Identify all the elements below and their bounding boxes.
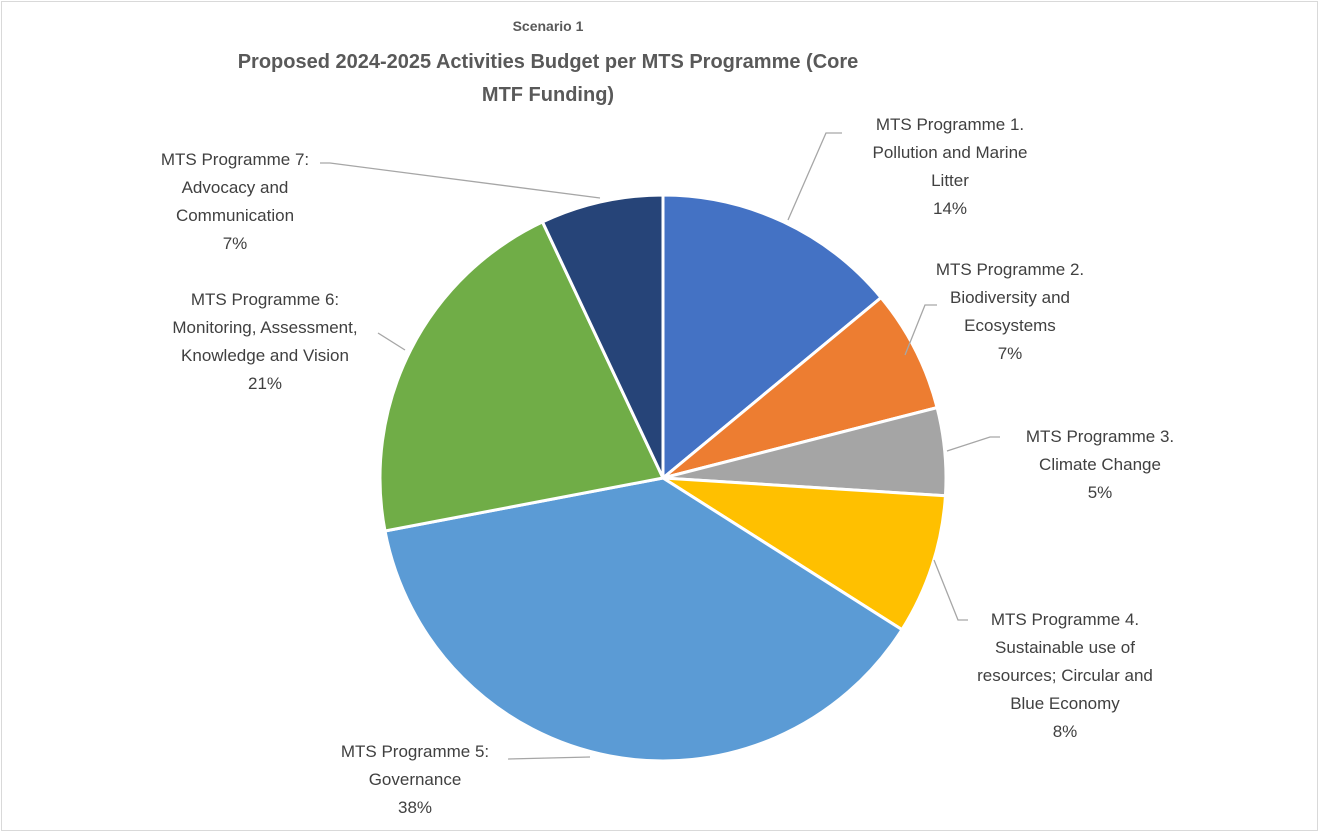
leader-line (507, 756, 591, 760)
pie-slice (378, 219, 666, 533)
pie-slice (540, 193, 665, 479)
label-name: MTS Programme 5: Governance (340, 742, 490, 789)
data-label: MTS Programme 1. Pollution and Marine Li… (855, 111, 1045, 223)
leader-line (904, 304, 937, 356)
data-label: MTS Programme 3. Climate Change 5% (1015, 423, 1185, 507)
leader-line (933, 559, 968, 621)
label-value: 7% (997, 344, 1023, 363)
data-label: MTS Programme 5: Governance 38% (330, 738, 500, 822)
label-name: MTS Programme 4. Sustainable use of reso… (977, 610, 1153, 713)
data-label: MTS Programme 6: Monitoring, Assessment,… (165, 286, 365, 398)
label-name: MTS Programme 3. Climate Change (1025, 427, 1175, 474)
label-value: 38% (397, 798, 433, 817)
label-name: MTS Programme 2. Biodiversity and Ecosys… (935, 260, 1085, 335)
chart-subtitle: Scenario 1 (512, 18, 584, 34)
leader-line (787, 132, 842, 221)
leader-line (320, 162, 601, 199)
data-label: MTS Programme 7: Advocacy and Communicat… (150, 146, 320, 258)
label-value: 5% (1087, 483, 1113, 502)
leader-line (946, 436, 1000, 452)
label-value: 7% (222, 234, 248, 253)
label-value: 14% (932, 199, 968, 218)
label-value: 8% (1052, 722, 1078, 741)
pie-slice (383, 476, 905, 763)
label-name: MTS Programme 6: Monitoring, Assessment,… (172, 290, 358, 365)
pie-slice (662, 295, 939, 480)
data-label: MTS Programme 2. Biodiversity and Ecosys… (925, 256, 1095, 368)
chart-title: Proposed 2024-2025 Activities Budget per… (237, 51, 859, 106)
label-value: 21% (247, 374, 283, 393)
label-name: MTS Programme 7: Advocacy and Communicat… (160, 150, 310, 225)
pie-slice (662, 476, 948, 632)
data-label: MTS Programme 4. Sustainable use of reso… (965, 606, 1165, 746)
leader-line (377, 332, 406, 351)
pie-slice (661, 193, 884, 482)
label-name: MTS Programme 1. Pollution and Marine Li… (872, 115, 1028, 190)
